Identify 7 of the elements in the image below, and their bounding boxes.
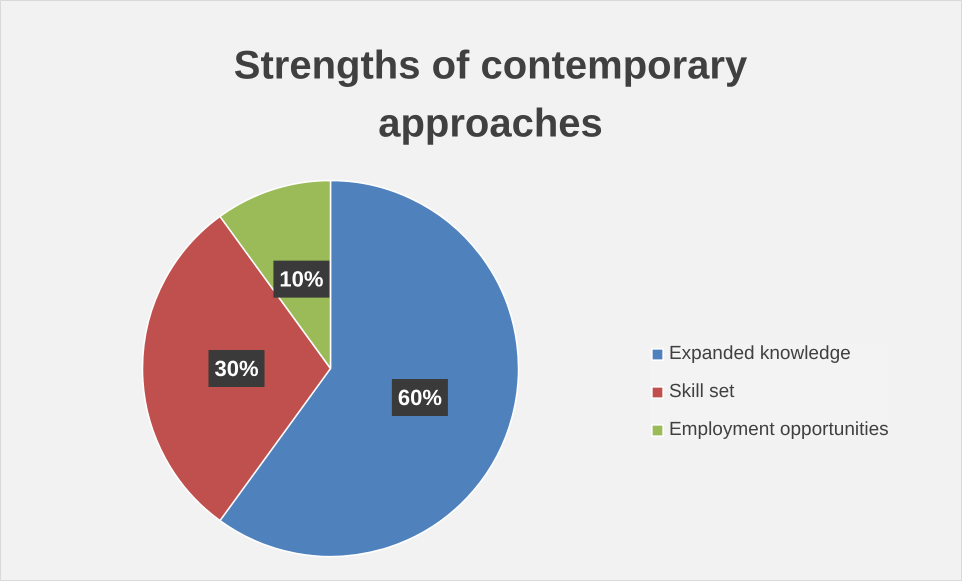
data-label: 10%: [279, 266, 324, 292]
data-label: 30%: [214, 356, 259, 381]
legend-label: Expanded knowledge: [669, 343, 851, 365]
legend-label: Skill set: [669, 381, 734, 403]
data-label: 60%: [398, 385, 442, 410]
chart-title: Strengths of contemporary approaches: [234, 44, 748, 146]
legend-label: Employment opportunities: [669, 419, 889, 441]
